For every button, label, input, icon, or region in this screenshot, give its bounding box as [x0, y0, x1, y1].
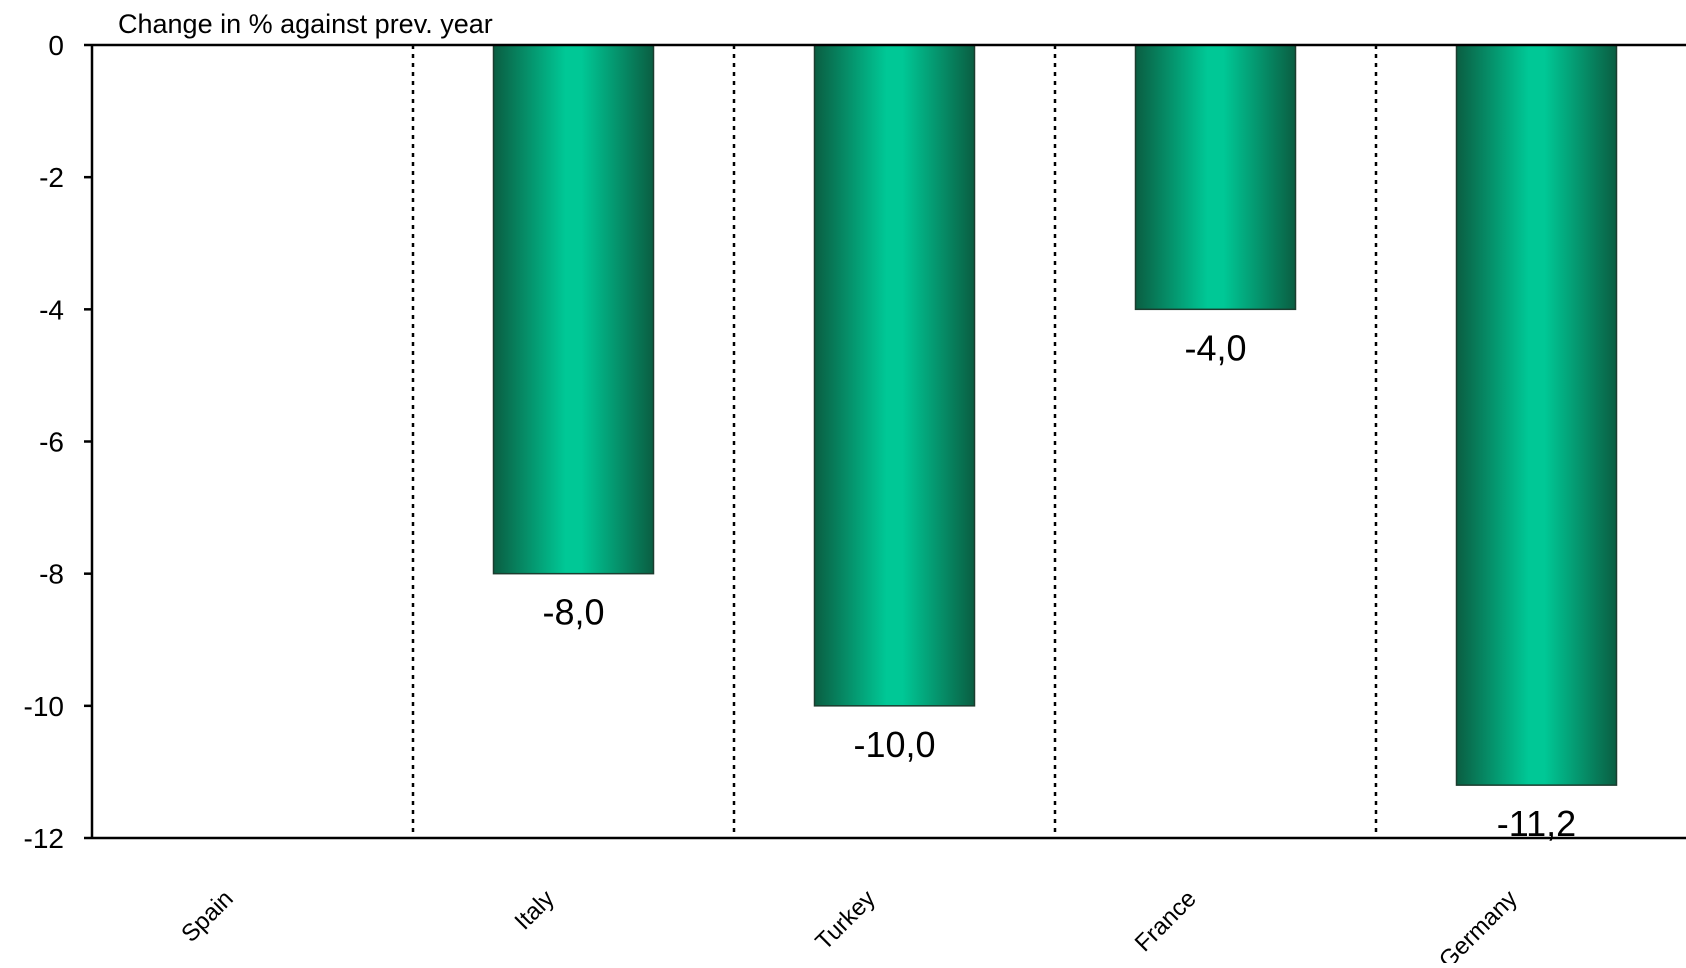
y-tick-label: -8 — [39, 559, 64, 590]
bars — [492, 44, 1618, 786]
x-tick-label-turkey: Turkey — [810, 885, 880, 955]
x-tick-label-spain: Spain — [176, 885, 239, 948]
x-tick-label-france: France — [1130, 885, 1202, 957]
labels: Spain -8,0 Italy -10,0 Turkey -4,0 France -11,2… — [24, 30, 1577, 968]
y-tick-label: -10 — [24, 691, 64, 722]
y-tick-label: -6 — [39, 427, 64, 458]
y-axis-title: Change in % against prev. year — [118, 9, 493, 39]
y-tick-label: -12 — [24, 823, 64, 854]
data-label-germany: -11,2 — [1497, 803, 1576, 844]
x-tick-label-italy: Italy — [510, 885, 560, 935]
y-tick-label: 0 — [48, 30, 64, 61]
x-tick-label-germany: Germany — [1434, 885, 1523, 963]
y-tick-label: -4 — [39, 294, 64, 325]
data-label-italy: -8,0 — [542, 592, 604, 633]
category-separators — [411, 45, 1378, 838]
bar-france — [1134, 44, 1297, 311]
y-tick-label: -2 — [39, 162, 64, 193]
data-label-turkey: -10,0 — [853, 724, 935, 765]
axes — [84, 43, 1686, 840]
data-label-france: -4,0 — [1184, 327, 1246, 368]
bar-germany — [1455, 44, 1618, 786]
bar-italy — [492, 44, 655, 575]
bar-turkey — [813, 44, 976, 707]
